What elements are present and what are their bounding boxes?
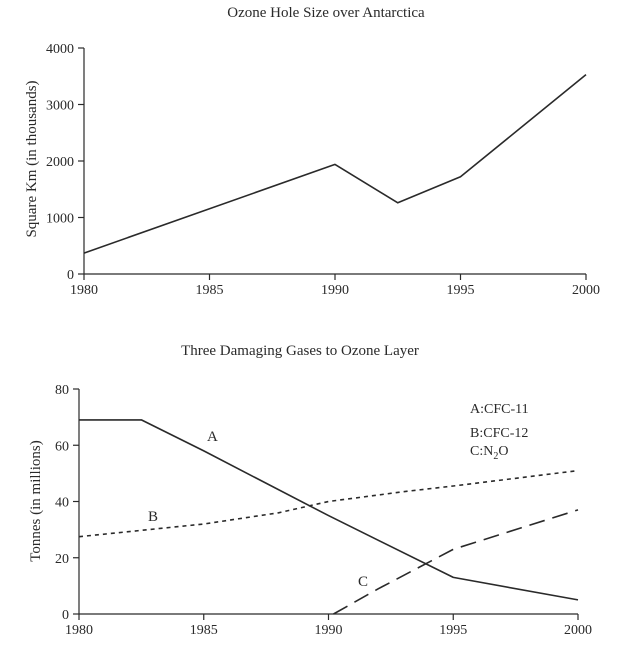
legend: A:CFC-11 B:CFC-12 C:N2O	[470, 402, 529, 462]
y-tick-label: 0	[62, 608, 69, 623]
x-tick-group: 1980 1985 1990 1995 2000	[65, 614, 592, 638]
y-tick-label: 0	[67, 268, 74, 283]
y-axis-label: Tonnes (in millions)	[28, 440, 44, 561]
y-tick-label: 40	[55, 496, 69, 511]
axis-lines	[83, 48, 586, 275]
x-tick-label: 1985	[196, 283, 224, 298]
legend-item-cfc12: B:CFC-12	[470, 426, 528, 441]
y-tick-group: 0 1000 2000 3000 4000	[46, 42, 84, 283]
chart-title: Three Damaging Gases to Ozone Layer	[181, 343, 419, 359]
legend-item-cfc11: A:CFC-11	[470, 402, 529, 417]
y-tick-label: 20	[55, 552, 69, 567]
y-tick-label: 1000	[46, 212, 74, 227]
y-tick-group: 0 20 40 60 80	[55, 383, 79, 623]
y-axis-label: Square Km (in thousands)	[24, 80, 40, 237]
series-line-0	[83, 73, 587, 254]
series-group	[83, 73, 587, 254]
x-tick-label: 2000	[572, 283, 600, 298]
x-tick-label: 1985	[190, 623, 218, 638]
y-tick-label: 4000	[46, 42, 74, 57]
y-tick-label: 2000	[46, 155, 74, 170]
x-tick-label: 1980	[65, 623, 93, 638]
y-tick-label: 80	[55, 383, 69, 398]
x-tick-label: 1995	[447, 283, 475, 298]
series-line-b	[78, 469, 579, 538]
series-label-b: B	[148, 509, 158, 525]
y-tick-label: 3000	[46, 99, 74, 114]
series-label-c: C	[358, 574, 368, 590]
x-tick-label: 1995	[439, 623, 467, 638]
series-line-a	[79, 419, 579, 601]
axis-lines	[78, 389, 578, 615]
x-tick-label: 1990	[321, 283, 349, 298]
x-tick-label: 2000	[564, 623, 592, 638]
chart-title: Ozone Hole Size over Antarctica	[227, 5, 425, 21]
damaging-gases-chart: Three Damaging Gases to Ozone Layer Tonn…	[28, 343, 592, 638]
x-tick-label: 1980	[70, 283, 98, 298]
series-label-a: A	[207, 429, 218, 445]
legend-item-n2o: C:N2O	[470, 444, 508, 462]
y-tick-label: 60	[55, 439, 69, 454]
series-group: A B C	[78, 419, 579, 615]
series-line-c	[333, 509, 579, 615]
ozone-hole-chart: Ozone Hole Size over Antarctica Square K…	[24, 5, 600, 298]
x-tick-label: 1990	[315, 623, 343, 638]
x-tick-group: 1980 1985 1990 1995 2000	[70, 274, 600, 298]
